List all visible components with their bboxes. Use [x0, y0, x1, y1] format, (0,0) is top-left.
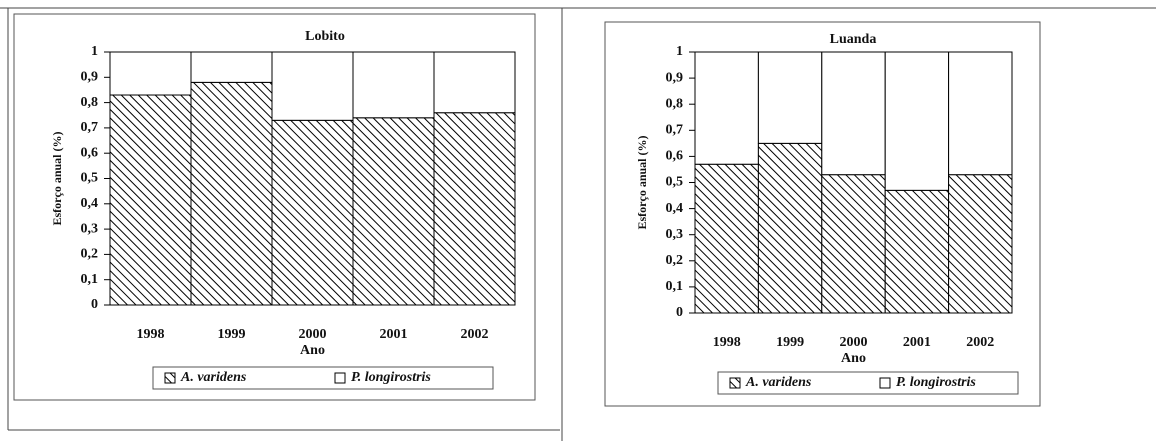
bar-segment [109, 51, 192, 96]
x-tick-label: 1999 [218, 327, 246, 342]
legend-label: A. varidens [745, 375, 812, 390]
x-axis-label: Ano [841, 351, 866, 366]
bar-segment [757, 142, 823, 314]
legend-label: P. longirostris [896, 375, 976, 390]
bar-segment [433, 51, 516, 114]
x-axis-label: Ano [300, 343, 325, 358]
bar-segment [352, 51, 435, 119]
y-tick-label: 0,7 [81, 120, 99, 135]
bar-segment [109, 94, 192, 306]
y-tick-label: 0,5 [81, 171, 99, 186]
x-tick-label: 1999 [776, 335, 804, 350]
y-tick-label: 0,1 [666, 279, 684, 294]
y-tick-label: 0,1 [81, 272, 99, 287]
y-tick-label: 0,2 [666, 253, 684, 268]
x-tick-label: 2002 [461, 327, 489, 342]
y-tick-label: 0,2 [81, 247, 99, 262]
y-tick-label: 0,7 [666, 123, 684, 138]
legend-label: P. longirostris [351, 370, 431, 385]
y-tick-label: 0,9 [666, 70, 684, 85]
chart-title: Lobito [305, 29, 345, 44]
x-tick-label: 2000 [840, 335, 868, 350]
y-tick-label: 0,6 [666, 149, 684, 164]
legend-box [717, 371, 1019, 395]
legend-label: A. varidens [180, 370, 247, 385]
x-tick-label: 2002 [966, 335, 994, 350]
y-tick-label: 0,8 [81, 95, 99, 110]
y-tick-label: 0,4 [666, 201, 684, 216]
y-tick-label: 0 [676, 305, 683, 320]
bar-segment [821, 174, 886, 314]
bar-segment [190, 81, 273, 306]
x-tick-label: 1998 [713, 335, 741, 350]
chart-border [604, 21, 1041, 407]
y-tick-label: 0 [91, 297, 98, 312]
x-tick-label: 2001 [903, 335, 931, 350]
bar-segment [190, 51, 273, 83]
legend-box [152, 366, 494, 390]
bar-segment [694, 51, 759, 165]
bar-segment [433, 112, 516, 306]
y-tick-label: 1 [91, 44, 98, 59]
chart-border [13, 13, 536, 401]
y-axis-label: Esforço anual (%) [635, 136, 649, 230]
y-tick-label: 0,9 [81, 70, 99, 85]
legend-swatch [334, 372, 346, 384]
bar-segment [352, 117, 435, 306]
legend-swatch [164, 372, 176, 384]
bar-segment [694, 163, 759, 314]
bar-segment [948, 174, 1013, 314]
y-tick-label: 1 [676, 44, 683, 59]
x-tick-label: 2001 [380, 327, 408, 342]
bar-segment [757, 51, 823, 144]
bar-segment [821, 51, 886, 176]
bar-segment [884, 189, 950, 314]
chart-title: Luanda [830, 32, 877, 47]
y-axis-label: Esforço anual (%) [50, 132, 64, 226]
y-tick-label: 0,5 [666, 175, 684, 190]
legend-swatch [729, 377, 741, 389]
bar-segment [271, 119, 354, 306]
y-tick-label: 0,8 [666, 96, 684, 111]
legend-swatch [879, 377, 891, 389]
x-tick-label: 1998 [137, 327, 165, 342]
y-tick-label: 0,4 [81, 196, 99, 211]
bar-segment [948, 51, 1013, 176]
y-tick-label: 0,3 [81, 221, 99, 236]
bar-segment [271, 51, 354, 121]
y-tick-label: 0,6 [81, 145, 99, 160]
x-tick-label: 2000 [299, 327, 327, 342]
bar-segment [884, 51, 950, 191]
y-tick-label: 0,3 [666, 227, 684, 242]
